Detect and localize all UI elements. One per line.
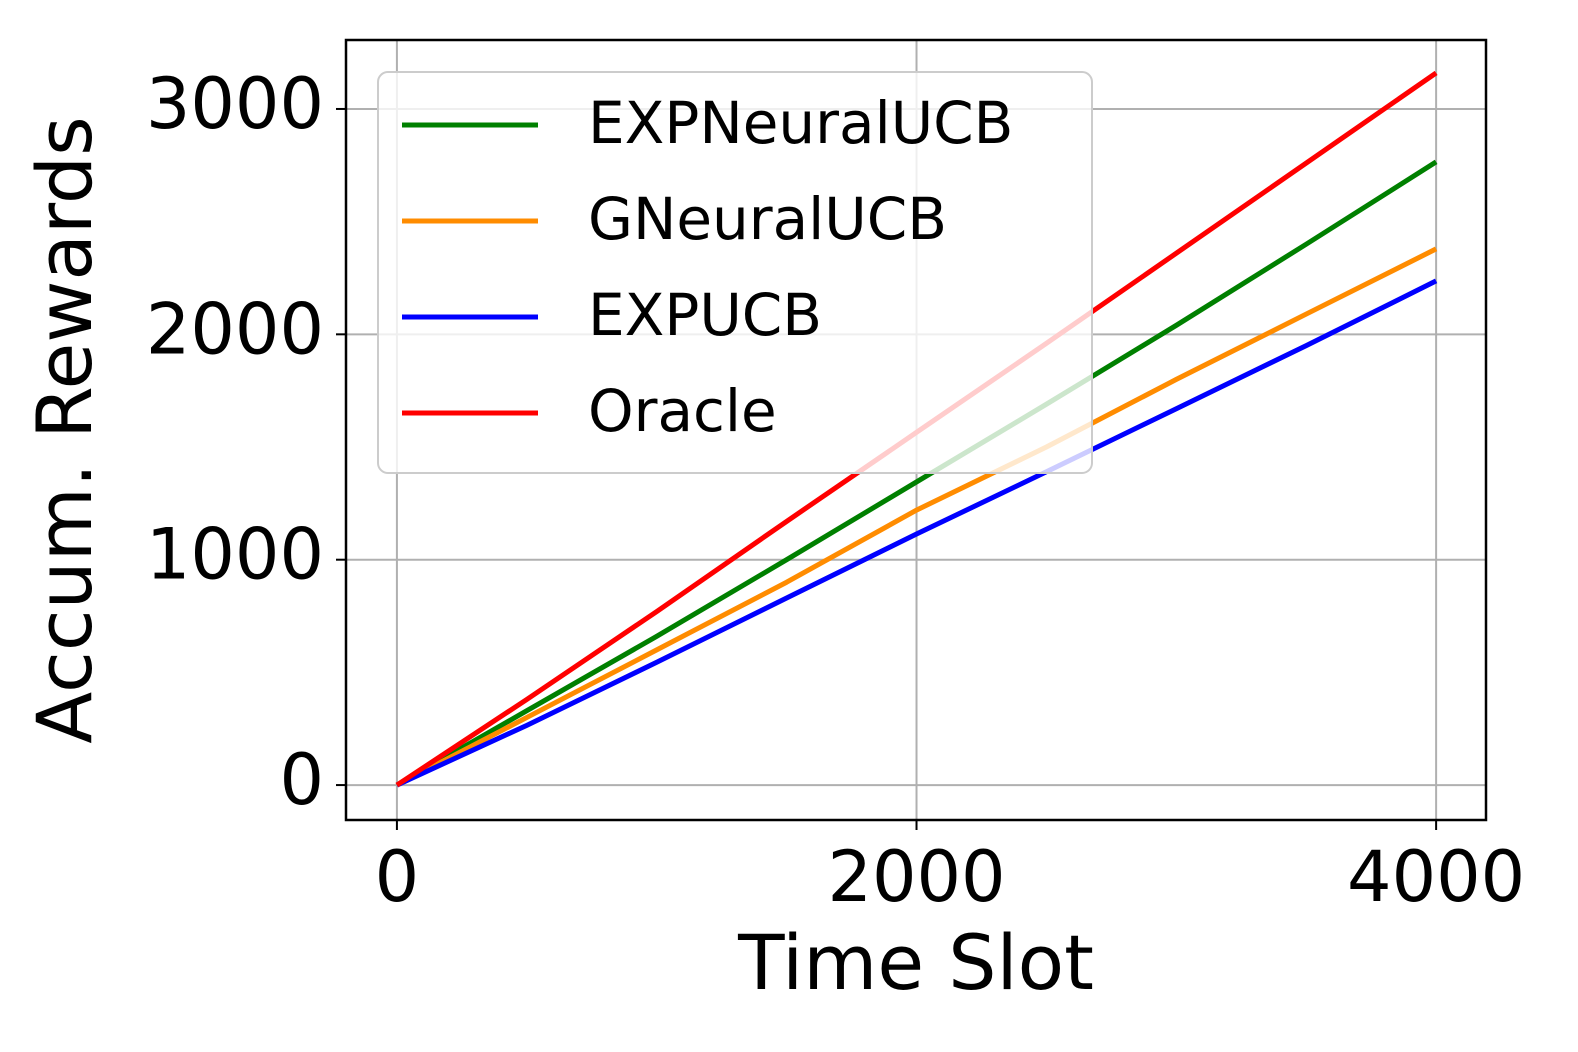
legend-label: Oracle bbox=[588, 377, 777, 445]
x-tick-label: 4000 bbox=[1347, 836, 1525, 918]
y-tick-label: 3000 bbox=[146, 63, 324, 145]
legend-box bbox=[377, 71, 1093, 474]
series-line bbox=[395, 278, 1438, 788]
plot-frame bbox=[344, 38, 1488, 822]
x-axis-label: Time Slot bbox=[737, 918, 1094, 1007]
x-tick-label: 2000 bbox=[827, 836, 1005, 918]
legend-label: EXPNeuralUCB bbox=[588, 89, 1013, 157]
legend-label: GNeuralUCB bbox=[588, 185, 947, 253]
y-tick-label: 2000 bbox=[146, 288, 324, 370]
y-tick-label: 1000 bbox=[146, 514, 324, 596]
legend: EXPNeuralUCB GNeuralUCB EXPUCB Oracle bbox=[377, 71, 1093, 474]
y-axis-label: Accum. Rewards bbox=[20, 116, 109, 743]
series-line bbox=[395, 246, 1438, 788]
series-line bbox=[395, 159, 1438, 788]
legend-label: EXPUCB bbox=[588, 281, 822, 349]
x-tick-label: 0 bbox=[375, 836, 420, 918]
y-tick-label: 0 bbox=[279, 739, 324, 821]
